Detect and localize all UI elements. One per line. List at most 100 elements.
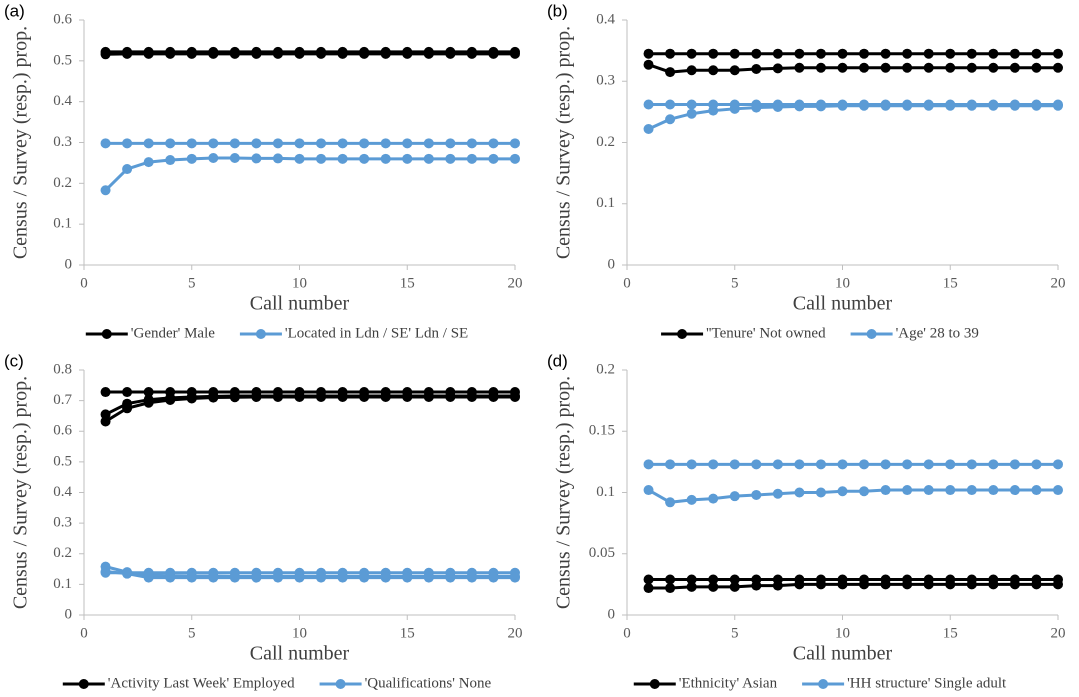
legend-label: 'Qualifications' None: [365, 675, 492, 691]
series-point: [945, 485, 956, 496]
series-point: [165, 155, 176, 166]
series-point: [686, 459, 697, 470]
series-point: [143, 394, 154, 405]
x-tick-label: 5: [188, 625, 196, 641]
series-point: [686, 65, 697, 76]
y-tick-label: 0.8: [53, 361, 72, 377]
series-point: [880, 459, 891, 470]
series-point: [988, 48, 999, 59]
series-point: [945, 100, 956, 111]
series-point: [751, 459, 762, 470]
series-point: [815, 459, 826, 470]
series-point: [815, 101, 826, 112]
x-tick-label: 10: [835, 275, 850, 291]
series-point: [445, 48, 456, 59]
series-point: [708, 459, 719, 470]
legend-label: ''Tenure' Not owned: [706, 325, 826, 341]
series-point: [186, 138, 197, 149]
series-point: [100, 49, 111, 60]
y-axis-label: Census / Survey (resp.) prop.: [553, 26, 575, 259]
series-point: [837, 48, 848, 59]
series-point: [837, 459, 848, 470]
series-point: [923, 459, 934, 470]
series-point: [229, 138, 240, 149]
series-point: [1031, 459, 1042, 470]
series-point: [143, 387, 154, 398]
series-point: [337, 138, 348, 149]
y-tick-label: 0.4: [53, 484, 72, 500]
series-point: [859, 579, 870, 590]
series-point: [488, 48, 499, 59]
series-point: [751, 102, 762, 113]
series-point: [1053, 579, 1063, 590]
y-tick-label: 0: [608, 606, 616, 622]
series-point: [445, 572, 456, 583]
series-point: [772, 459, 783, 470]
series-point: [380, 48, 391, 59]
panel-label: (c): [4, 351, 24, 370]
series-point: [966, 485, 977, 496]
series-point: [945, 62, 956, 73]
x-tick-label: 0: [80, 625, 88, 641]
series-point: [665, 459, 676, 470]
series-point: [208, 153, 219, 164]
series-point: [859, 62, 870, 73]
series-point: [510, 48, 520, 59]
series-point: [966, 62, 977, 73]
series-point: [165, 392, 176, 403]
series-point: [294, 391, 305, 402]
series-point: [359, 391, 370, 402]
series-point: [708, 105, 719, 116]
x-axis-label: Call number: [793, 643, 893, 665]
series-point: [686, 108, 697, 119]
y-tick-label: 0.2: [596, 134, 615, 150]
series-point: [665, 99, 676, 110]
series-point: [380, 138, 391, 149]
series-point: [923, 48, 934, 59]
series-point: [445, 153, 456, 164]
series-point: [251, 48, 262, 59]
series-point: [316, 138, 327, 149]
series-point: [708, 493, 719, 504]
series-point: [165, 48, 176, 59]
series-point: [1031, 100, 1042, 111]
legend-marker: [78, 679, 89, 689]
series-point: [423, 138, 434, 149]
y-tick-label: 0.2: [596, 361, 615, 377]
series-point: [466, 391, 477, 402]
series-point: [488, 138, 499, 149]
series-point: [316, 153, 327, 164]
series-point: [466, 572, 477, 583]
y-tick-label: 0.2: [53, 545, 72, 561]
series-point: [466, 48, 477, 59]
series-point: [1031, 48, 1042, 59]
series-point: [208, 391, 219, 402]
series-point: [859, 459, 870, 470]
series-point: [445, 391, 456, 402]
series-point: [729, 459, 740, 470]
legend-label: 'Located in Ldn / SE' Ldn / SE: [285, 325, 468, 341]
legend-label: 'Gender' Male: [131, 325, 215, 341]
series-point: [186, 48, 197, 59]
panel-label: (b): [547, 1, 568, 20]
series-point: [1009, 100, 1020, 111]
y-tick-label: 0.5: [53, 52, 72, 68]
series-point: [923, 100, 934, 111]
y-tick-label: 0.1: [53, 216, 72, 232]
series-point: [100, 416, 111, 427]
series-point: [902, 100, 913, 111]
legend-marker: [649, 679, 660, 689]
panel-label: (a): [4, 1, 25, 20]
series-point: [665, 574, 676, 585]
legend-label: 'Age' 28 to 39: [896, 325, 979, 341]
series-point: [772, 48, 783, 59]
series-point: [815, 487, 826, 498]
series-point: [1009, 48, 1020, 59]
series-point: [708, 574, 719, 585]
y-axis-label: Census / Survey (resp.) prop.: [10, 376, 32, 609]
series-point: [966, 48, 977, 59]
y-tick-label: 0.4: [53, 93, 72, 109]
series-point: [229, 48, 240, 59]
series-point: [122, 48, 133, 59]
